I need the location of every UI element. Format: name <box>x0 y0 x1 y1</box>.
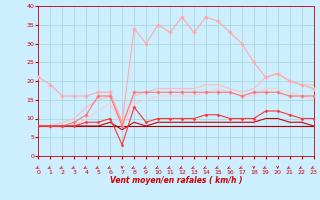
X-axis label: Vent moyen/en rafales ( km/h ): Vent moyen/en rafales ( km/h ) <box>110 176 242 185</box>
